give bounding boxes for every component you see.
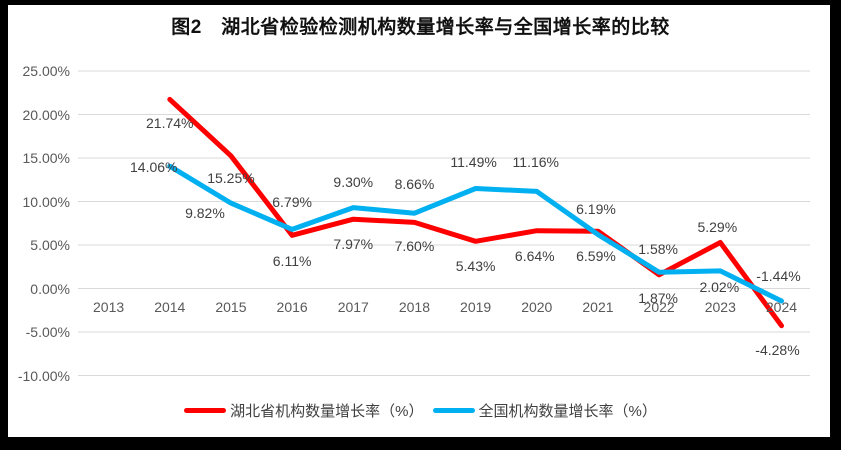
y-axis-tick-label: 15.00% <box>22 150 70 166</box>
data-label-hubei-2019: 5.43% <box>455 258 496 275</box>
data-label-national-2015: 9.82% <box>185 205 225 222</box>
data-label-national-2022: 1.87% <box>638 290 678 307</box>
legend-label-national: 全国机构数量增长率（%） <box>478 403 657 420</box>
legend-item-hubei: 湖北省机构数量增长率（%） <box>184 400 424 421</box>
data-label-hubei-2018: 7.60% <box>394 238 435 255</box>
x-axis-tick-label: 2017 <box>337 299 369 315</box>
y-axis-tick-label: 20.00% <box>22 106 70 123</box>
x-axis-tick-label: 2016 <box>276 299 308 315</box>
x-axis-tick-label: 2021 <box>582 299 614 315</box>
x-axis-tick-label: 2023 <box>704 299 736 315</box>
x-axis-tick-label: 2018 <box>398 299 431 315</box>
legend-label-hubei: 湖北省机构数量增长率（%） <box>230 403 424 420</box>
data-label-national-2017: 9.30% <box>333 173 374 190</box>
legend: 湖北省机构数量增长率（%） 全国机构数量增长率（%） <box>0 400 841 421</box>
x-axis-tick-label: 2015 <box>215 299 247 315</box>
data-label-hubei-2015: 15.25% <box>207 169 255 186</box>
y-axis-tick-label: 25.00% <box>22 63 70 79</box>
data-label-hubei-2023: 5.29% <box>697 219 738 236</box>
data-label-national-2016: 6.79% <box>272 194 312 211</box>
series-line-national <box>167 163 784 304</box>
data-label-hubei-2020: 6.64% <box>514 247 555 264</box>
data-label-national-2020: 11.16% <box>512 154 560 171</box>
x-axis-tick-label: 2024 <box>765 299 798 315</box>
data-label-national-2014: 14.06% <box>130 159 178 176</box>
data-label-national-2018: 8.66% <box>394 176 435 193</box>
data-label-hubei-2024: -4.28% <box>755 341 800 358</box>
x-axis-tick-label: 2019 <box>460 299 492 315</box>
legend-swatch-national-line <box>432 408 475 413</box>
data-label-hubei-2022: 1.58% <box>638 240 678 257</box>
x-axis-tick-label: 2013 <box>93 299 125 315</box>
data-label-national-2019: 11.49% <box>450 153 497 170</box>
y-axis-tick-label: 5.00% <box>30 237 70 253</box>
chart-title: 图2 湖北省检验检测机构数量增长率与全国增长率的比较 <box>171 17 670 38</box>
legend-item-national: 全国机构数量增长率（%） <box>432 400 657 421</box>
y-axis-tick-label: -5.00% <box>25 324 70 340</box>
data-label-national-2021: 6.19% <box>576 200 616 217</box>
chart-background <box>8 5 830 437</box>
data-label-hubei-2017: 7.97% <box>333 236 374 253</box>
x-axis-tick-label: 2022 <box>643 299 675 315</box>
x-axis-tick-label: 2020 <box>521 299 553 315</box>
data-label-hubei-2021: 6.59% <box>576 248 616 265</box>
y-axis-tick-label: 0.00% <box>30 280 70 297</box>
y-axis-tick-label: -10.00% <box>17 367 70 384</box>
y-axis-tick-label: 10.00% <box>22 193 70 210</box>
data-label-hubei-2016: 6.11% <box>272 253 312 270</box>
legend-swatch-hubei-line <box>184 408 227 413</box>
data-label-national-2024: -1.44% <box>756 268 801 285</box>
x-axis-tick-label: 2014 <box>154 299 186 315</box>
data-label-national-2023: 2.02% <box>699 278 740 295</box>
data-label-hubei-2014: 21.74% <box>146 115 194 132</box>
series-line-hubei <box>167 96 784 329</box>
